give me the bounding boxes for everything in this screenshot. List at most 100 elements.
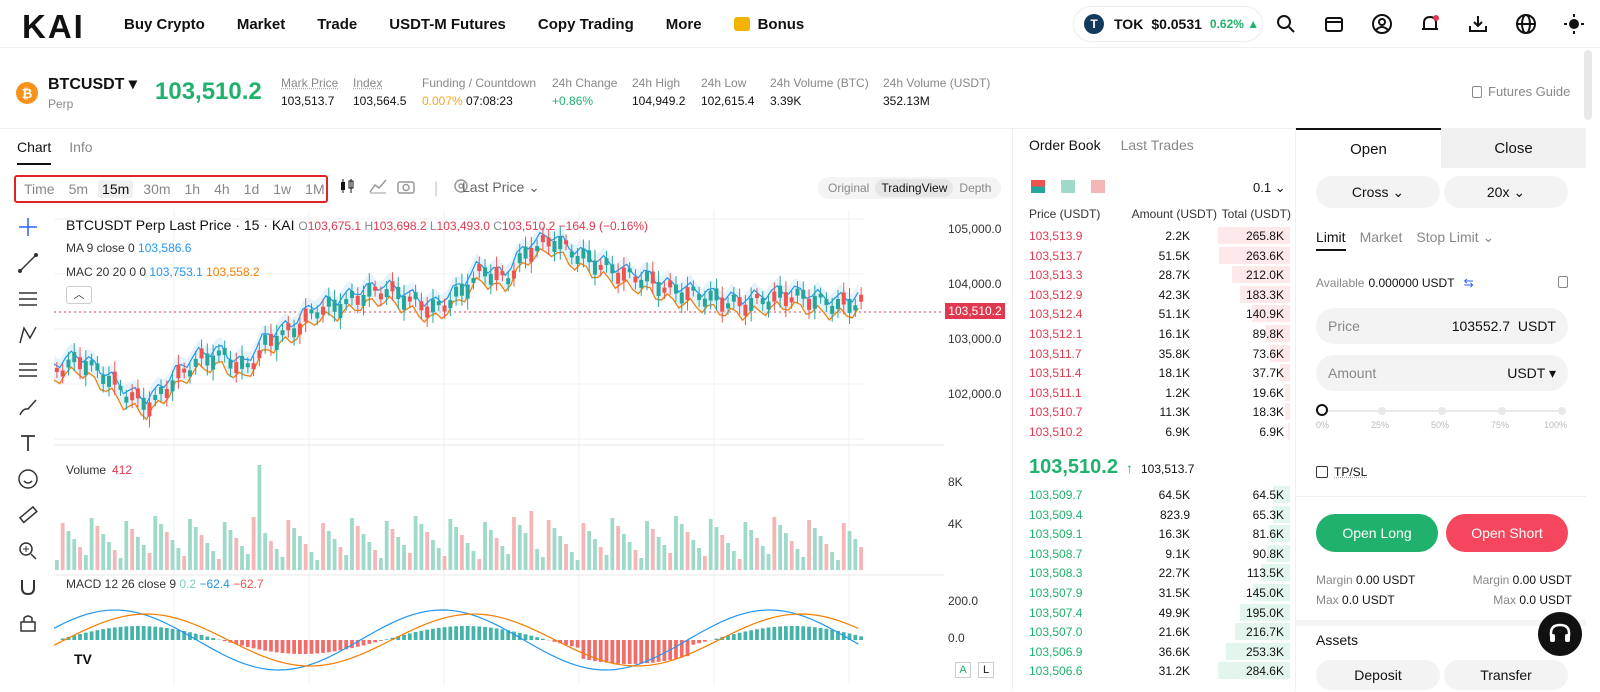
horizontal-lines-icon[interactable] [14, 285, 42, 313]
nav-more[interactable]: More [666, 16, 702, 33]
tab-close[interactable]: Close [1441, 128, 1586, 168]
indicator-icon[interactable] [368, 177, 388, 200]
nav-trade[interactable]: Trade [317, 16, 357, 33]
mark-price-label[interactable]: Mark Price [281, 76, 338, 90]
calculator-icon[interactable] [1558, 276, 1568, 288]
order-type-limit[interactable]: Limit [1316, 229, 1346, 251]
crosshair-icon[interactable] [14, 213, 42, 241]
amount-slider[interactable] [1322, 410, 1562, 412]
view-original[interactable]: Original [822, 179, 875, 197]
leverage-dropdown[interactable]: 20x ⌄ [1444, 176, 1568, 208]
price-step-dropdown[interactable]: 0.1 ⌄ [1253, 180, 1286, 196]
support-headset-icon[interactable] [1538, 612, 1582, 656]
nav-usdt-m-futures[interactable]: USDT-M Futures [389, 16, 506, 33]
globe-icon[interactable] [1512, 10, 1540, 38]
tf-5m[interactable]: 5m [69, 181, 88, 197]
tpsl-checkbox[interactable]: TP/SL [1316, 465, 1367, 479]
nav-bonus[interactable]: Bonus [734, 16, 805, 33]
index-label[interactable]: Index [353, 76, 406, 90]
tab-order-book[interactable]: Order Book [1029, 137, 1101, 159]
theme-icon[interactable] [1560, 10, 1588, 38]
lock-icon[interactable] [14, 609, 42, 637]
nav-buy-crypto[interactable]: Buy Crypto [124, 16, 205, 33]
tab-chart[interactable]: Chart [17, 139, 51, 165]
tf-4h[interactable]: 4h [214, 181, 230, 197]
wallet-icon[interactable] [1320, 10, 1348, 38]
symbol-selector[interactable]: BTCUSDT ▾ [48, 74, 137, 94]
transfer-swap-icon[interactable]: ⇆ [1464, 276, 1474, 290]
kai-logo[interactable]: KAI [22, 8, 85, 46]
amount-input[interactable]: Amount USDT ▾ [1316, 355, 1568, 391]
futures-guide-link[interactable]: Futures Guide [1472, 84, 1570, 99]
camera-icon[interactable] [396, 177, 416, 200]
price-chart[interactable] [54, 210, 994, 692]
search-icon[interactable] [1272, 10, 1300, 38]
tab-info[interactable]: Info [69, 139, 92, 165]
price-input[interactable]: Price 103552.7 USDT [1316, 308, 1568, 344]
fib-icon[interactable] [14, 357, 42, 385]
tf-1h[interactable]: 1h [185, 181, 201, 197]
slider-handle[interactable] [1316, 404, 1328, 416]
view-depth[interactable]: Depth [953, 179, 997, 197]
log-scale-button[interactable]: L [978, 662, 994, 678]
pattern-icon[interactable] [14, 321, 42, 349]
zoom-in-icon[interactable] [14, 537, 42, 565]
nav-copy-trading[interactable]: Copy Trading [538, 16, 634, 33]
tf-1w[interactable]: 1w [273, 181, 291, 197]
order-type-stop-limit[interactable]: Stop Limit ⌄ [1416, 229, 1494, 251]
ruler-icon[interactable] [14, 501, 42, 529]
account-icon[interactable] [1368, 10, 1396, 38]
auto-scale-button[interactable]: A [955, 662, 971, 678]
deposit-button[interactable]: Deposit [1316, 660, 1440, 690]
bell-icon[interactable] [1416, 10, 1444, 38]
price-type-dropdown[interactable]: Last Price ⌄ [462, 179, 540, 196]
token-price-widget[interactable]: T TOK $0.0531 0.62% ▲ [1073, 6, 1263, 42]
tf-15m[interactable]: 15m [98, 180, 133, 198]
tf-1M[interactable]: 1M [305, 181, 324, 197]
download-icon[interactable] [1464, 10, 1492, 38]
tf-time[interactable]: Time [24, 181, 55, 197]
asks-only-icon[interactable] [1091, 180, 1105, 193]
order-type-market[interactable]: Market [1360, 229, 1403, 251]
tab-last-trades[interactable]: Last Trades [1121, 137, 1194, 159]
collapse-legend-button[interactable]: ︿ [66, 286, 92, 304]
tab-open[interactable]: Open [1296, 128, 1441, 168]
open-short-button[interactable]: Open Short [1446, 514, 1568, 552]
scrollbar[interactable] [1584, 50, 1592, 120]
margin-mode-dropdown[interactable]: Cross ⌄ [1316, 176, 1440, 208]
tf-30m[interactable]: 30m [143, 181, 170, 197]
text-tool-icon[interactable] [14, 429, 42, 457]
amount-unit-dropdown[interactable]: USDT ▾ [1507, 365, 1556, 382]
tf-1d[interactable]: 1d [244, 181, 260, 197]
bids-only-icon[interactable] [1061, 180, 1075, 193]
transfer-button[interactable]: Transfer [1444, 660, 1568, 690]
view-tradingview[interactable]: TradingView [875, 179, 953, 197]
emoji-icon[interactable] [14, 465, 42, 493]
open-long-button[interactable]: Open Long [1316, 514, 1438, 552]
nav-market[interactable]: Market [237, 16, 285, 33]
candlestick-icon[interactable] [338, 177, 356, 200]
trendline-icon[interactable] [14, 249, 42, 277]
brush-icon[interactable] [14, 393, 42, 421]
both-sides-icon[interactable] [1031, 180, 1045, 193]
